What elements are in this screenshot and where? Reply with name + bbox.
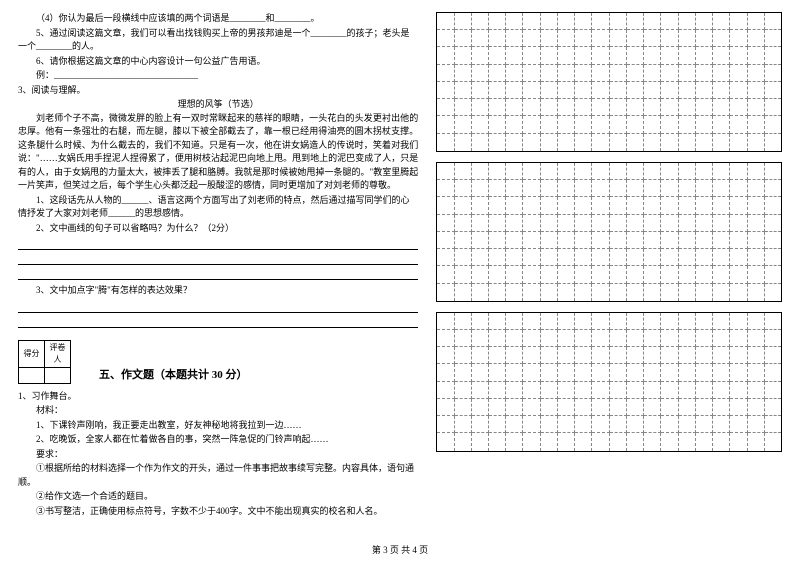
section5-title: 五、作文题（本题共计 30 分）	[99, 367, 248, 384]
material-label: 材料：	[18, 404, 418, 418]
answer-line	[18, 238, 418, 250]
material-2: 2、吃晚饭，全家人都在忙着做各自的事，突然一阵急促的门铃声响起……	[18, 433, 418, 447]
reading2-title: 理想的风筝（节选）	[18, 98, 418, 112]
section5-header: 得分 评卷人 五、作文题（本题共计 30 分）	[18, 340, 418, 384]
grader-label: 评卷人	[45, 340, 71, 367]
reading2-q1: 1、这段话先从人物的______、语言这两个方面写出了刘老师的特点，然后通过描写…	[18, 194, 418, 221]
answer-line	[18, 316, 418, 328]
writing-grid-3[interactable]	[436, 312, 782, 452]
req-label: 要求：	[18, 448, 418, 462]
grader-cell[interactable]	[45, 367, 71, 383]
answer-line	[18, 253, 418, 265]
req-2: ②给作文选一个合适的题目。	[18, 490, 418, 504]
score-table: 得分 评卷人	[18, 340, 71, 384]
writing-grid-1[interactable]	[436, 12, 782, 152]
reading2-q2: 2、文中画线的句子可以省略吗？为什么？（2分）	[18, 222, 418, 236]
q5-text: 5、通过阅读这篇文章，我们可以看出找钱购买上帝的男孩邦迪是一个________的…	[18, 27, 418, 54]
q4-text: （4）你认为最后一段横线中应该填的两个词语是________和________。	[18, 12, 418, 26]
reading2-q3: 3、文中加点字"腾"有怎样的表达效果？	[18, 284, 418, 298]
reading2-body: 刘老师个子不高，微微发胖的脸上有一双时常眯起来的慈祥的眼睛，一头花白的头发更衬出…	[18, 112, 418, 193]
answer-line	[18, 268, 418, 280]
s5-q1: 1、习作舞台。	[18, 390, 418, 404]
score-cell[interactable]	[19, 367, 45, 383]
page-footer: 第 3 页 共 4 页	[0, 544, 800, 558]
answer-line	[18, 301, 418, 313]
example-line: 例：________________________________	[18, 69, 418, 83]
material-1: 1、下课铃声刚响，我正要走出教室，好友神秘地将我拉到一边……	[18, 419, 418, 433]
q6-text: 6、请你根据这篇文章的中心内容设计一句公益广告用语。	[18, 55, 418, 69]
req-1: ①根据所给的材料选择一个作为作文的开头，通过一件事事把故事续写完整。内容具体，语…	[18, 462, 418, 489]
right-column	[436, 12, 782, 519]
writing-grid-2[interactable]	[436, 162, 782, 302]
score-label: 得分	[19, 340, 45, 367]
req-3: ③书写整洁，正确使用标点符号，字数不少于400字。文中不能出现真实的校名和人名。	[18, 505, 418, 519]
left-column: （4）你认为最后一段横线中应该填的两个词语是________和________。…	[18, 12, 418, 519]
reading2-heading: 3、阅读与理解。	[18, 84, 418, 98]
